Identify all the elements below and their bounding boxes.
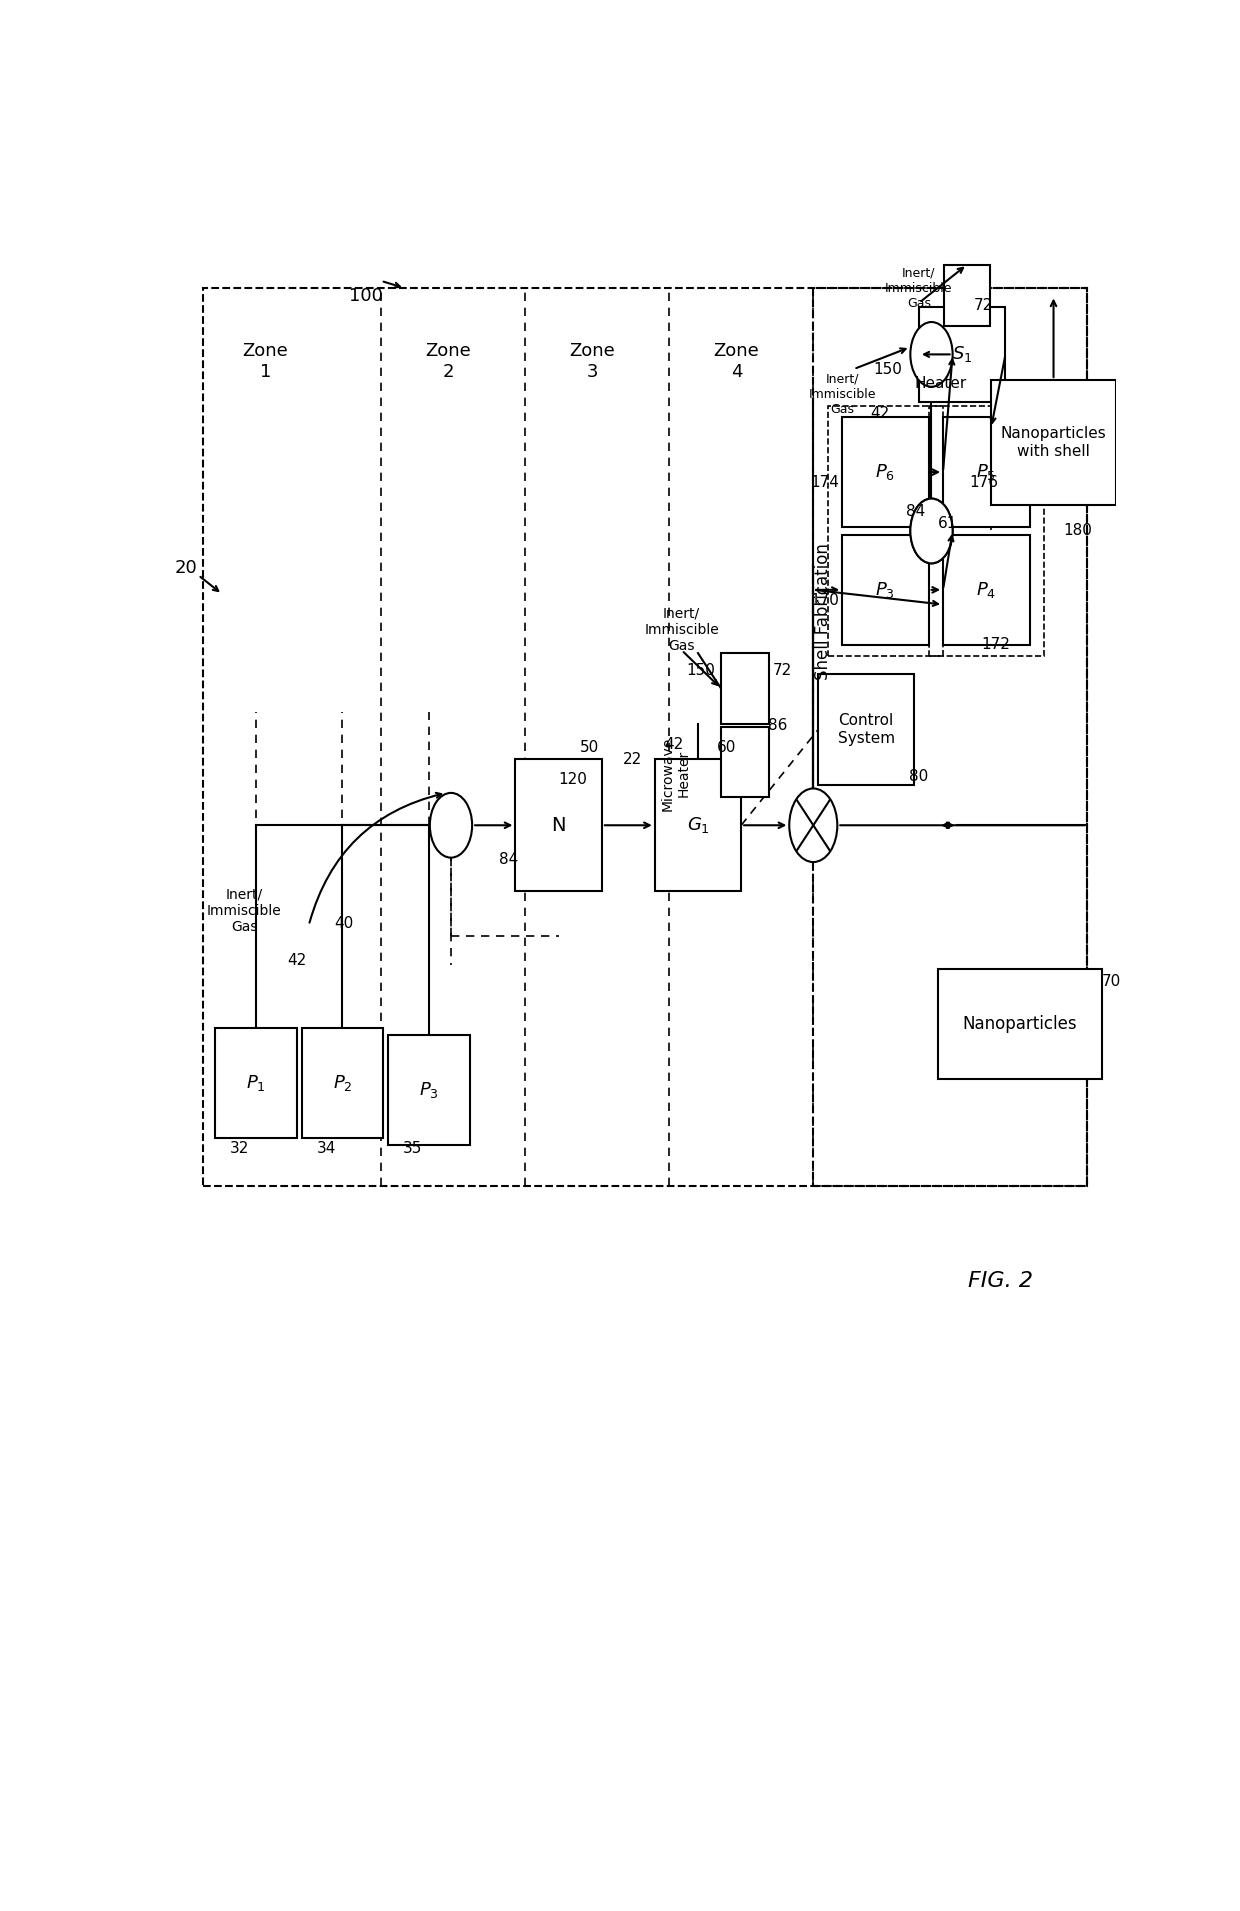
FancyBboxPatch shape bbox=[991, 380, 1116, 505]
Text: Control
System: Control System bbox=[837, 713, 895, 745]
Text: Zone
3: Zone 3 bbox=[569, 342, 615, 380]
Text: Zone
2: Zone 2 bbox=[425, 342, 471, 380]
Text: 84: 84 bbox=[498, 852, 518, 866]
Circle shape bbox=[910, 323, 952, 386]
Text: 172: 172 bbox=[981, 636, 1011, 652]
Text: 60: 60 bbox=[717, 740, 737, 755]
FancyBboxPatch shape bbox=[388, 1036, 470, 1145]
Text: 70: 70 bbox=[1101, 975, 1121, 988]
Text: 100: 100 bbox=[350, 287, 383, 304]
FancyBboxPatch shape bbox=[939, 969, 1101, 1080]
Circle shape bbox=[430, 793, 472, 858]
Text: 42: 42 bbox=[288, 954, 306, 969]
Text: 50: 50 bbox=[580, 740, 599, 755]
Text: 72: 72 bbox=[773, 663, 792, 678]
Text: 72: 72 bbox=[973, 298, 993, 313]
Text: Nanoparticles
with shell: Nanoparticles with shell bbox=[1001, 426, 1106, 459]
FancyBboxPatch shape bbox=[818, 675, 914, 785]
Text: 176: 176 bbox=[968, 476, 998, 489]
Text: 42: 42 bbox=[665, 738, 683, 751]
Text: 40: 40 bbox=[335, 917, 353, 931]
Text: FIG. 2: FIG. 2 bbox=[968, 1271, 1033, 1292]
Text: 20: 20 bbox=[175, 558, 197, 577]
Text: 150: 150 bbox=[873, 361, 901, 376]
FancyBboxPatch shape bbox=[301, 1028, 383, 1137]
FancyBboxPatch shape bbox=[720, 654, 769, 724]
Text: 170: 170 bbox=[811, 592, 839, 608]
Text: 180: 180 bbox=[1063, 524, 1092, 539]
Text: 42: 42 bbox=[870, 405, 889, 420]
FancyBboxPatch shape bbox=[516, 759, 601, 891]
Circle shape bbox=[910, 499, 952, 564]
Text: 32: 32 bbox=[229, 1141, 249, 1156]
Text: Zone
4: Zone 4 bbox=[713, 342, 759, 380]
Text: $P_5$: $P_5$ bbox=[976, 462, 996, 482]
Text: $P_1$: $P_1$ bbox=[246, 1072, 265, 1093]
Circle shape bbox=[910, 499, 952, 564]
Text: 22: 22 bbox=[622, 751, 642, 766]
Text: $P_2$: $P_2$ bbox=[332, 1072, 352, 1093]
Text: 84: 84 bbox=[906, 505, 926, 520]
Text: Inert/
Immiscible
Gas: Inert/ Immiscible Gas bbox=[207, 887, 281, 934]
Text: Nanoparticles: Nanoparticles bbox=[962, 1015, 1078, 1034]
Text: 120: 120 bbox=[558, 772, 588, 787]
Text: 150: 150 bbox=[687, 663, 715, 678]
Text: 86: 86 bbox=[768, 719, 787, 732]
FancyBboxPatch shape bbox=[942, 417, 1029, 527]
FancyBboxPatch shape bbox=[720, 726, 769, 797]
FancyBboxPatch shape bbox=[942, 535, 1029, 646]
Text: $S_1$: $S_1$ bbox=[952, 344, 972, 365]
Text: 34: 34 bbox=[316, 1141, 336, 1156]
Text: $P_3$: $P_3$ bbox=[875, 579, 895, 600]
Text: $G_1$: $G_1$ bbox=[687, 816, 709, 835]
Text: Microwave
Heater: Microwave Heater bbox=[661, 736, 691, 810]
FancyBboxPatch shape bbox=[842, 417, 929, 527]
Text: N: N bbox=[552, 816, 565, 835]
FancyBboxPatch shape bbox=[944, 264, 990, 327]
FancyBboxPatch shape bbox=[919, 306, 1006, 401]
Text: Zone
1: Zone 1 bbox=[243, 342, 289, 380]
Circle shape bbox=[790, 789, 837, 862]
Text: $P_6$: $P_6$ bbox=[875, 462, 895, 482]
FancyBboxPatch shape bbox=[215, 1028, 296, 1137]
Text: $P_3$: $P_3$ bbox=[419, 1080, 439, 1101]
Text: 61: 61 bbox=[939, 516, 957, 531]
Text: 80: 80 bbox=[909, 770, 929, 784]
FancyBboxPatch shape bbox=[842, 535, 929, 646]
Text: Heater: Heater bbox=[915, 376, 967, 392]
Text: Inert/
Immiscible
Gas: Inert/ Immiscible Gas bbox=[645, 606, 719, 654]
Text: 35: 35 bbox=[403, 1141, 423, 1156]
Text: 174: 174 bbox=[811, 476, 839, 489]
Text: $P_4$: $P_4$ bbox=[976, 579, 996, 600]
Text: Inert/
Immiscible
Gas: Inert/ Immiscible Gas bbox=[808, 373, 875, 415]
Text: Shell Fabrication: Shell Fabrication bbox=[813, 543, 832, 680]
FancyBboxPatch shape bbox=[655, 759, 742, 891]
Text: Inert/
Immiscible
Gas: Inert/ Immiscible Gas bbox=[885, 268, 952, 310]
